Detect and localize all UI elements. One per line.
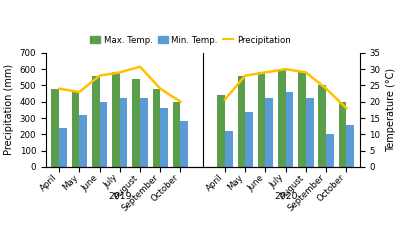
Text: 2019: 2019: [108, 192, 132, 201]
Bar: [258, 72, 266, 167]
Bar: [298, 72, 306, 167]
Bar: [266, 98, 273, 167]
Bar: [59, 128, 67, 167]
Bar: [173, 102, 180, 167]
Bar: [79, 115, 87, 167]
Bar: [180, 121, 188, 167]
Bar: [318, 85, 326, 167]
Bar: [278, 69, 286, 167]
Text: 2020: 2020: [274, 192, 298, 201]
Bar: [52, 89, 59, 167]
Bar: [100, 102, 107, 167]
Bar: [72, 92, 79, 167]
Bar: [286, 92, 293, 167]
Bar: [346, 125, 354, 167]
Bar: [132, 79, 140, 167]
Y-axis label: Temperature (°C): Temperature (°C): [386, 68, 396, 152]
Bar: [92, 76, 100, 167]
Bar: [245, 112, 253, 167]
Y-axis label: Precipitation (mm): Precipitation (mm): [4, 64, 14, 155]
Legend: Max. Temp., Min. Temp., Precipitation: Max. Temp., Min. Temp., Precipitation: [86, 32, 294, 48]
Bar: [339, 102, 346, 167]
Bar: [217, 95, 225, 167]
Bar: [238, 76, 245, 167]
Bar: [306, 98, 314, 167]
Bar: [160, 108, 168, 167]
Bar: [140, 98, 148, 167]
Bar: [120, 98, 128, 167]
Bar: [326, 134, 334, 167]
Bar: [112, 72, 120, 167]
Bar: [225, 131, 233, 167]
Bar: [152, 89, 160, 167]
